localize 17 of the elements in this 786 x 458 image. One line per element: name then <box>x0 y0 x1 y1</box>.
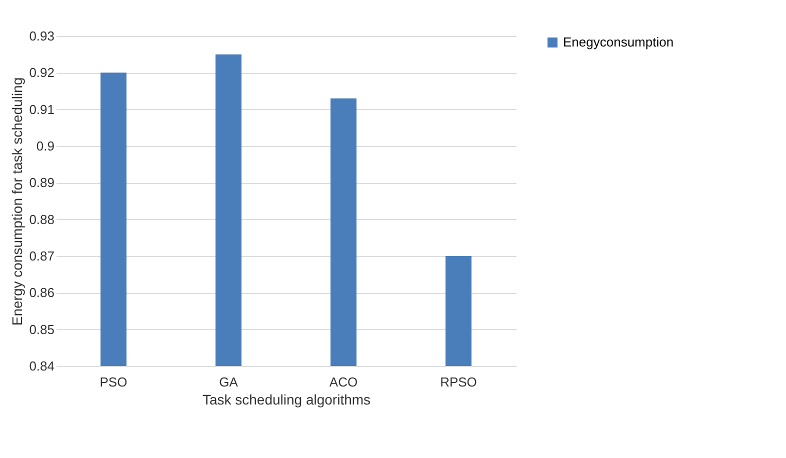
y-tick-label: 0.89 <box>29 175 54 190</box>
y-tick-label: 0.93 <box>29 28 54 44</box>
y-tick-label: 0.92 <box>29 65 54 80</box>
y-tick-label: 0.9 <box>36 138 54 154</box>
y-axis-title: Energy consumption for task scheduling <box>9 77 26 326</box>
y-tick-label: 0.86 <box>29 285 54 300</box>
y-tick-label: 0.88 <box>29 212 54 227</box>
x-tick-label: PSO <box>100 374 128 390</box>
y-tick-label: 0.85 <box>29 322 54 337</box>
y-tick-label: 0.87 <box>29 248 54 264</box>
x-tick-label: GA <box>219 374 238 390</box>
y-tick-label: 0.91 <box>29 102 54 117</box>
legend-label: Enegyconsumption <box>563 34 674 50</box>
x-tick-label: ACO <box>329 374 358 390</box>
y-tick-label: 0.84 <box>29 358 54 374</box>
x-tick-label: RPSO <box>440 374 477 390</box>
x-axis-title: Task scheduling algorithms <box>202 392 371 408</box>
